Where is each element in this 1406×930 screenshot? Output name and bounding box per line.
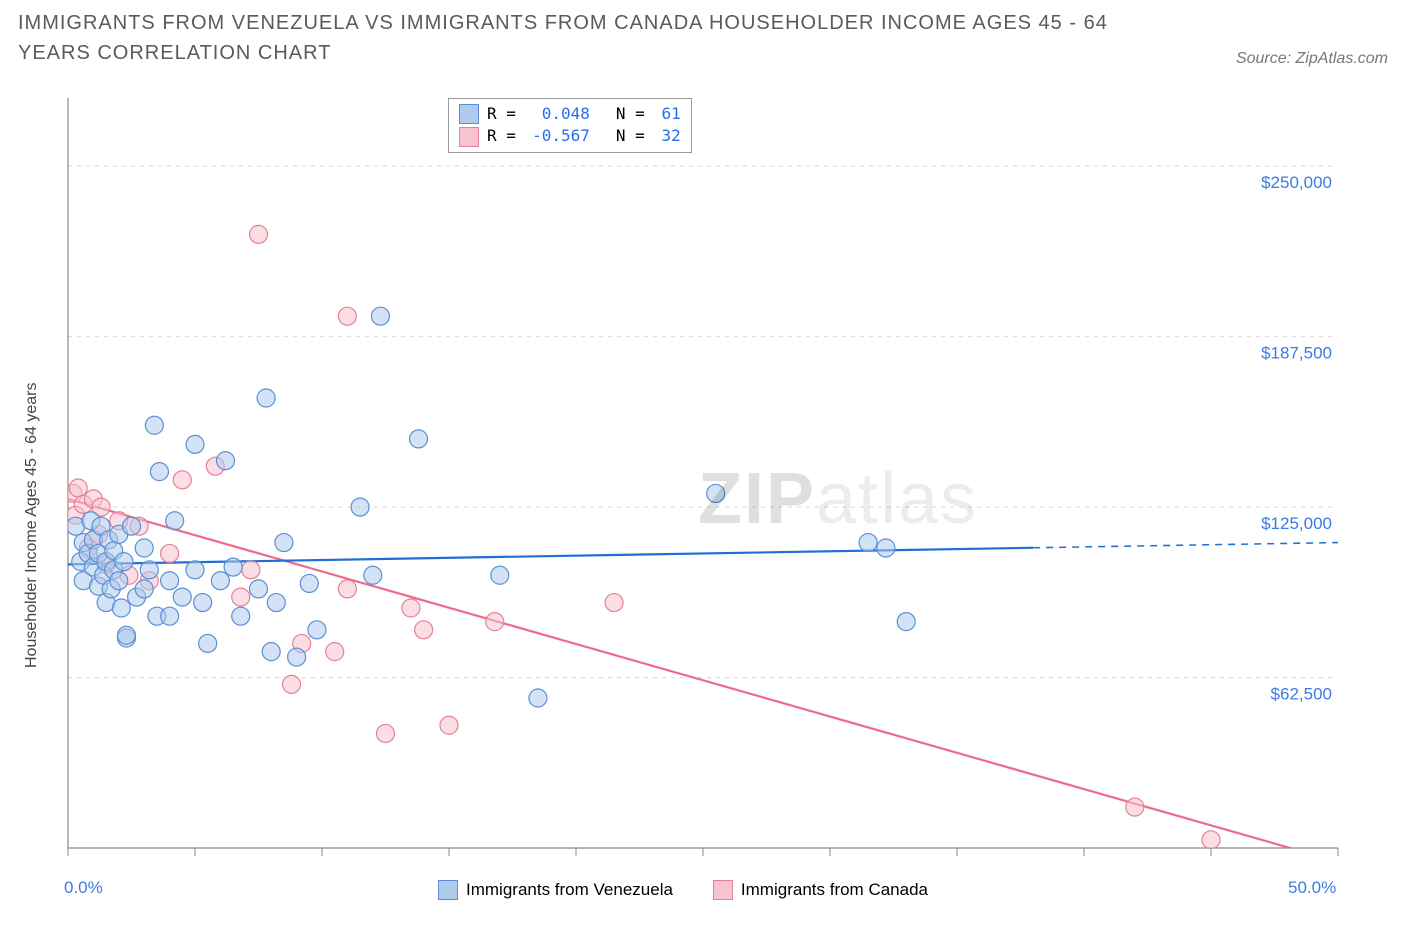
x-axis-min-label: 0.0% bbox=[64, 878, 103, 898]
r-value-venezuela: 0.048 bbox=[524, 103, 590, 125]
x-axis-max-label: 50.0% bbox=[1288, 878, 1336, 898]
svg-text:$250,000: $250,000 bbox=[1261, 173, 1332, 192]
legend-row-canada: R = -0.567 N = 32 bbox=[459, 125, 681, 147]
chart-title: IMMIGRANTS FROM VENEZUELA VS IMMIGRANTS … bbox=[18, 8, 1138, 68]
n-label: N = bbox=[616, 103, 645, 125]
source-label: Source: ZipAtlas.com bbox=[1236, 50, 1388, 68]
n-value-venezuela: 61 bbox=[653, 103, 681, 125]
n-label: N = bbox=[616, 125, 645, 147]
series-legend: Immigrants from Venezuela Immigrants fro… bbox=[438, 880, 928, 900]
swatch-canada bbox=[713, 880, 733, 900]
legend-row-venezuela: R = 0.048 N = 61 bbox=[459, 103, 681, 125]
r-label: R = bbox=[487, 103, 516, 125]
swatch-venezuela bbox=[438, 880, 458, 900]
r-value-canada: -0.567 bbox=[524, 125, 590, 147]
scatter-chart: $62,500 $125,000 $187,500 $250,000 bbox=[18, 88, 1388, 908]
chart-container: Householder Income Ages 45 - 64 years $6… bbox=[18, 88, 1388, 908]
y-axis-label: Householder Income Ages 45 - 64 years bbox=[23, 383, 41, 669]
svg-text:$62,500: $62,500 bbox=[1271, 685, 1332, 704]
legend-label-canada: Immigrants from Canada bbox=[741, 880, 928, 900]
r-label: R = bbox=[487, 125, 516, 147]
swatch-canada bbox=[459, 127, 479, 147]
swatch-venezuela bbox=[459, 104, 479, 124]
legend-label-venezuela: Immigrants from Venezuela bbox=[466, 880, 673, 900]
n-value-canada: 32 bbox=[653, 125, 681, 147]
svg-text:$187,500: $187,500 bbox=[1261, 344, 1332, 363]
legend-item-canada: Immigrants from Canada bbox=[713, 880, 928, 900]
legend-item-venezuela: Immigrants from Venezuela bbox=[438, 880, 673, 900]
svg-text:$125,000: $125,000 bbox=[1261, 514, 1332, 533]
correlation-legend: R = 0.048 N = 61 R = -0.567 N = 32 bbox=[448, 98, 692, 153]
